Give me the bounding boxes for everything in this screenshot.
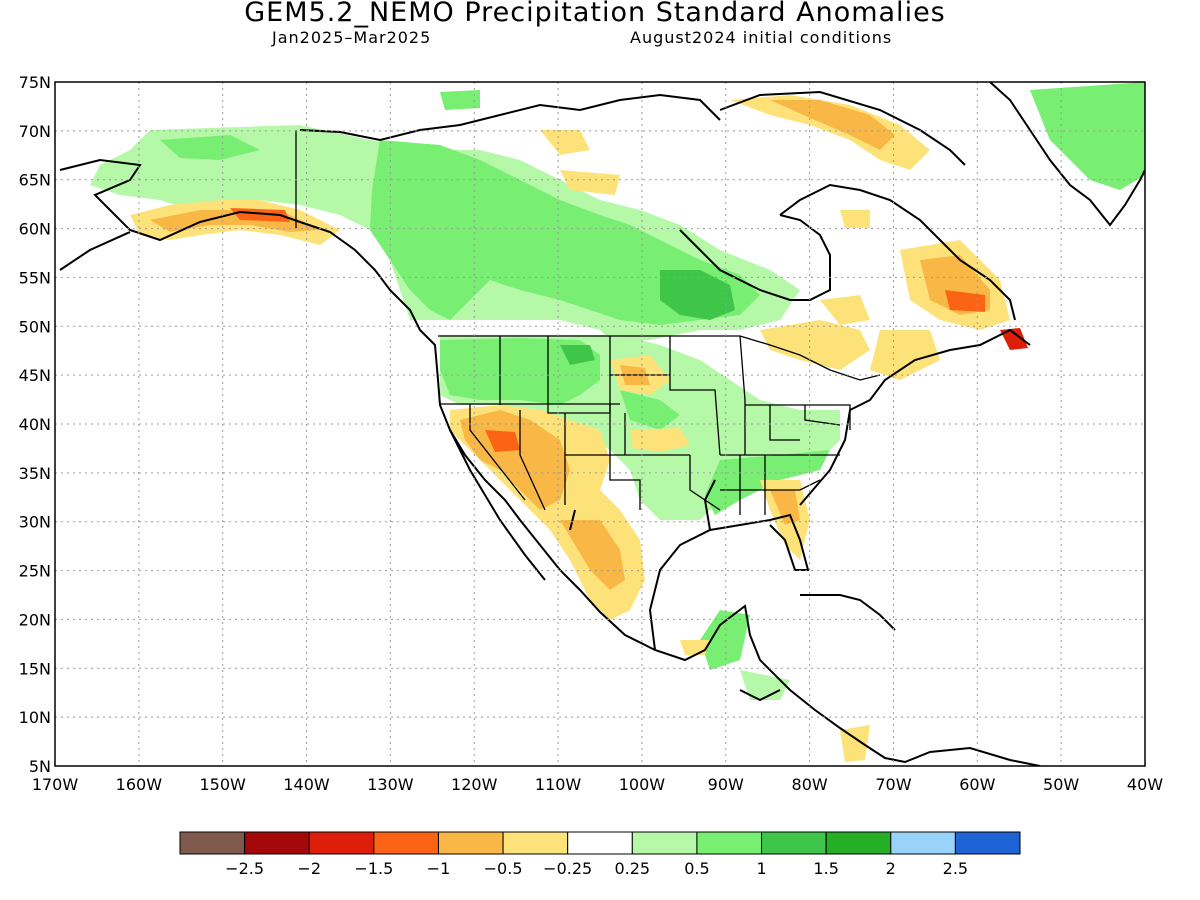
forecast-period: Jan2025–Mar2025 bbox=[272, 28, 432, 47]
colorbar-swatch bbox=[761, 831, 827, 855]
colorbar-labels: −2.5 −2 −1.5 −1 −0.5 −0.25 0.25 0.5 1 1.5 2 2.5 bbox=[225, 859, 968, 878]
lon-tick-label: 50W bbox=[1043, 775, 1079, 794]
lat-tick-label: 45N bbox=[19, 366, 51, 385]
colorbar-label: 1 bbox=[756, 859, 766, 878]
colorbar-swatch bbox=[502, 831, 569, 855]
colorbar-label: 1.5 bbox=[813, 859, 838, 878]
lat-tick-label: 25N bbox=[19, 562, 51, 581]
lon-tick-label: 100W bbox=[619, 775, 666, 794]
lat-tick-label: 65N bbox=[19, 171, 51, 190]
colorbar-label: 0.25 bbox=[614, 859, 650, 878]
lon-tick-label: 90W bbox=[708, 775, 744, 794]
colorbar-label: 0.5 bbox=[684, 859, 709, 878]
lat-tick-label: 40N bbox=[19, 415, 51, 434]
colorbar-swatch bbox=[308, 831, 375, 855]
lat-tick-label: 20N bbox=[19, 610, 51, 629]
map-title: GEM5.2_NEMO Precipitation Standard Anoma… bbox=[244, 0, 946, 28]
lat-tick-label: 15N bbox=[19, 659, 51, 678]
lon-tick-label: 140W bbox=[283, 775, 330, 794]
colorbar-label: 2.5 bbox=[943, 859, 968, 878]
lat-tick-label: 35N bbox=[19, 464, 51, 483]
lat-tick-label: 70N bbox=[19, 122, 51, 141]
lon-tick-label: 120W bbox=[451, 775, 498, 794]
longitude-labels: 170W 160W 150W 140W 130W 120W 110W 100W 90W 80W 70… bbox=[32, 775, 1163, 794]
colorbar-label: −0.25 bbox=[543, 859, 592, 878]
lon-tick-label: 80W bbox=[792, 775, 828, 794]
colorbar-swatch bbox=[696, 831, 763, 855]
lon-tick-label: 150W bbox=[200, 775, 247, 794]
latitude-labels: 75N 70N 65N 60N 55N 50N 45N 40N 35N 30N 25N 20N 15N 1… bbox=[19, 73, 51, 776]
colorbar-swatch bbox=[890, 831, 956, 855]
lon-tick-label: 70W bbox=[875, 775, 911, 794]
colorbar-swatch bbox=[373, 831, 439, 855]
lat-tick-label: 50N bbox=[19, 317, 51, 336]
colorbar-swatch bbox=[631, 831, 698, 855]
colorbar-swatch bbox=[244, 831, 310, 855]
colorbar-label: −1 bbox=[427, 859, 451, 878]
lon-tick-label: 60W bbox=[959, 775, 995, 794]
anomaly-shading bbox=[90, 82, 1145, 762]
colorbar-swatch bbox=[179, 831, 246, 855]
gridlines bbox=[55, 82, 1145, 766]
initial-conditions: August2024 initial conditions bbox=[630, 28, 893, 47]
lat-tick-label: 75N bbox=[19, 73, 51, 92]
lat-tick-label: 10N bbox=[19, 708, 51, 727]
colorbar-swatch bbox=[437, 831, 504, 855]
colorbar bbox=[179, 831, 1021, 855]
lon-tick-label: 40W bbox=[1127, 775, 1163, 794]
colorbar-swatch bbox=[567, 831, 633, 855]
colorbar-label: 2 bbox=[886, 859, 896, 878]
colorbar-swatch bbox=[954, 831, 1021, 855]
lat-tick-label: 30N bbox=[19, 513, 51, 532]
colorbar-swatch bbox=[825, 831, 892, 855]
colorbar-label: −0.5 bbox=[484, 859, 523, 878]
colorbar-label: −2.5 bbox=[225, 859, 264, 878]
colorbar-label: −1.5 bbox=[354, 859, 393, 878]
lon-tick-label: 170W bbox=[32, 775, 79, 794]
colorbar-label: −2 bbox=[297, 859, 321, 878]
lon-tick-label: 110W bbox=[535, 775, 582, 794]
plot-frame bbox=[54, 81, 1146, 767]
lat-tick-label: 60N bbox=[19, 220, 51, 239]
lon-tick-label: 130W bbox=[367, 775, 414, 794]
lat-tick-label: 5N bbox=[29, 757, 51, 776]
lon-tick-label: 160W bbox=[116, 775, 163, 794]
lat-tick-label: 55N bbox=[19, 268, 51, 287]
